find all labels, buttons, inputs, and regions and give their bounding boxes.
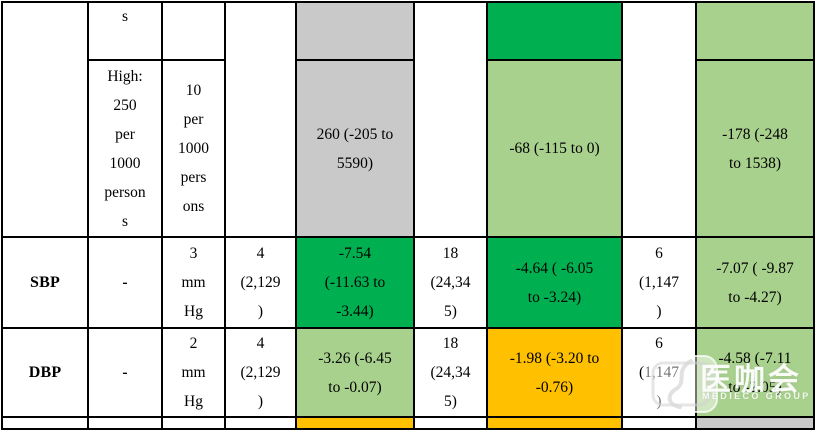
row-assumed-risk: High: 250 per 1000 person s 10 per 1000 … [2,59,815,238]
cell-participants-merged-1 [224,1,297,238]
cell-bottom-4 [224,416,297,430]
cell-high-risk: High: 250 per 1000 person s [87,59,163,238]
cell-correspondingrisk-partial [161,1,226,61]
cell-effect-gray-partial [295,1,415,61]
dbp-participants-2: 18 (24,34 5) [413,327,488,418]
cell-participants-merged-2 [413,1,488,238]
sbp-assumed-risk: - [87,236,163,329]
cell-effect-1: 260 (-205 to 5590) [295,59,415,238]
sbp-row-label: SBP [1,236,89,329]
cell-effect-lightgreen-partial [695,1,815,61]
sbp-corresponding-risk: 3 mm Hg [161,236,226,329]
cell-outcome-label-merged [1,1,89,238]
cell-corresponding-risk: 10 per 1000 pers ons [161,59,226,238]
dbp-assumed-risk: - [87,327,163,418]
sbp-participants-1: 4 (2,129 ) [224,236,297,329]
cell-bottom-1 [1,416,89,430]
row-sbp: SBP - 3 mm Hg 4 (2,129 ) -7.54 (-11.63 t… [1,236,815,329]
sbp-effect-1: -7.54 (-11.63 to -3.44) [295,236,415,329]
cell-bottom-effect-1 [295,416,415,430]
row-dbp: DBP - 2 mm Hg 4 (2,129 ) -3.26 (-6.45 to… [1,327,815,418]
sbp-participants-3: 6 (1,147 ) [621,236,697,329]
sbp-effect-3: -7.07 ( -9.87 to -4.27) [695,236,815,329]
dbp-effect-3: -4.58 (-7.11 to -2.05) [695,327,815,418]
cell-bottom-2 [87,416,163,430]
cell-participants-merged-3 [621,1,697,238]
cell-bottom-effect-2 [486,416,623,430]
cell-assumedrisk-partial: s [87,1,163,61]
dbp-participants-1: 4 (2,129 ) [224,327,297,418]
cell-effect-2: -68 (-115 to 0) [486,59,623,238]
dbp-participants-3: 6 (1,147 ) [621,327,697,418]
cell-bottom-8 [621,416,697,430]
sbp-effect-2: -4.64 ( -6.05 to -3.24) [486,236,623,329]
dbp-effect-2: -1.98 (-3.20 to -0.76) [486,327,623,418]
sbp-participants-2: 18 (24,34 5) [413,236,488,329]
cell-bottom-6 [413,416,488,430]
row-partial-bottom [1,416,815,430]
dbp-row-label: DBP [1,327,89,418]
cell-bottom-effect-3 [695,416,815,430]
dbp-effect-1: -3.26 (-6.45 to -0.07) [295,327,415,418]
cell-effect-darkgreen-partial [486,1,623,61]
dbp-corresponding-risk: 2 mm Hg [161,327,226,418]
cell-effect-3: -178 (-248 to 1538) [695,59,815,238]
cell-bottom-3 [161,416,226,430]
row-partial-top: s [1,1,815,238]
